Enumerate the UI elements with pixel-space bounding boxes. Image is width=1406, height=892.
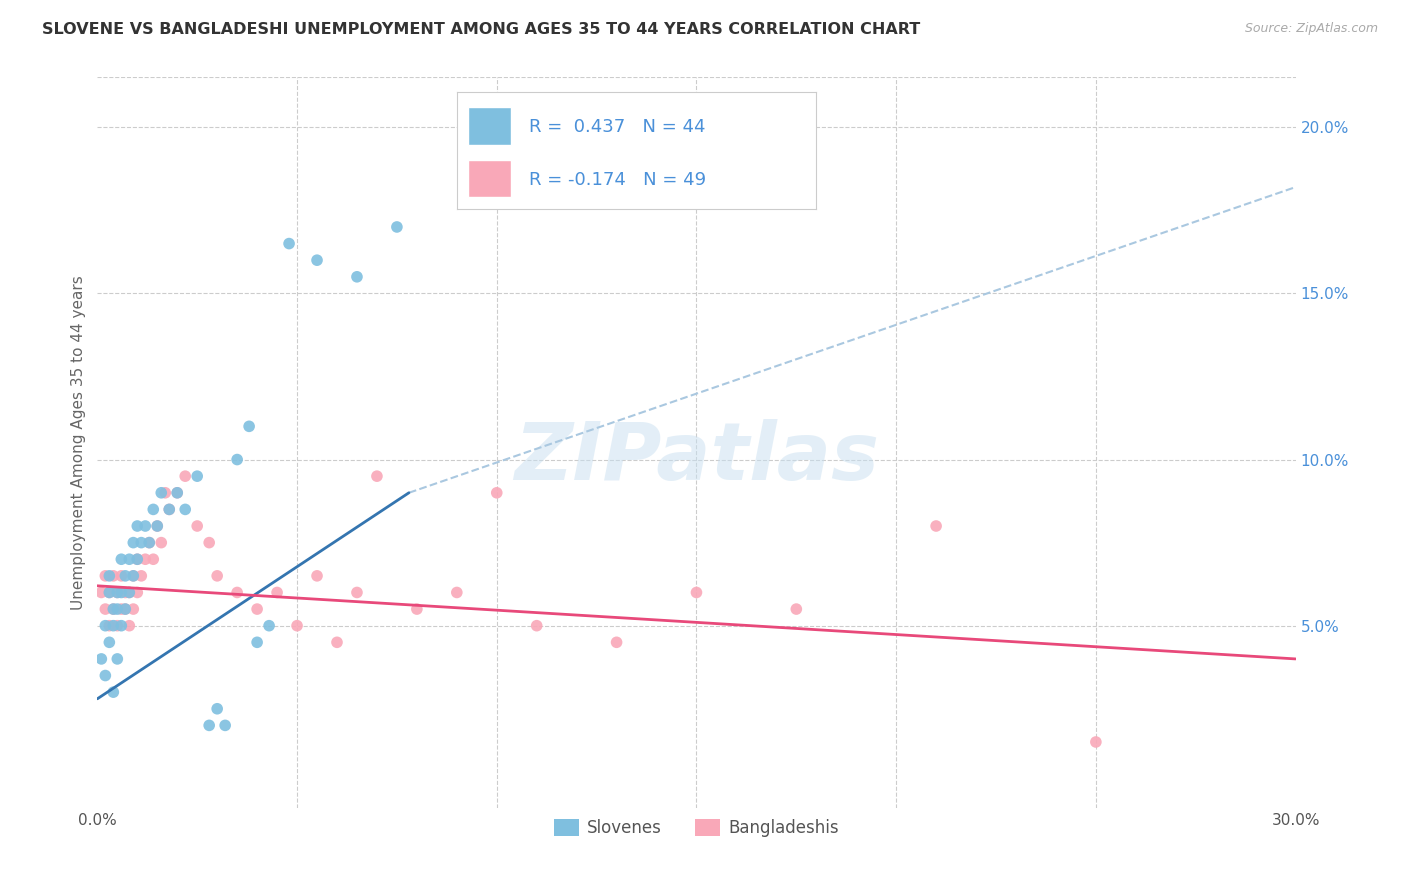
Point bbox=[134, 552, 156, 566]
Point bbox=[366, 469, 388, 483]
Point bbox=[198, 718, 221, 732]
Point bbox=[110, 552, 132, 566]
Point bbox=[385, 219, 408, 234]
Point bbox=[257, 618, 280, 632]
Point bbox=[90, 585, 112, 599]
Point bbox=[166, 485, 188, 500]
Point bbox=[1084, 735, 1107, 749]
Point bbox=[114, 602, 136, 616]
Point bbox=[98, 585, 121, 599]
Y-axis label: Unemployment Among Ages 35 to 44 years: Unemployment Among Ages 35 to 44 years bbox=[72, 276, 86, 610]
Point bbox=[785, 602, 807, 616]
Point bbox=[305, 569, 328, 583]
Point bbox=[127, 519, 149, 533]
Legend: Slovenes, Bangladeshis: Slovenes, Bangladeshis bbox=[547, 813, 846, 844]
Point bbox=[346, 585, 368, 599]
Point bbox=[127, 552, 149, 566]
Point bbox=[305, 253, 328, 268]
Point bbox=[446, 585, 468, 599]
Point bbox=[186, 469, 208, 483]
Point bbox=[127, 552, 149, 566]
Point bbox=[122, 569, 145, 583]
Text: ZIPatlas: ZIPatlas bbox=[515, 418, 879, 497]
Point bbox=[214, 718, 236, 732]
Point bbox=[146, 519, 169, 533]
Point bbox=[94, 569, 117, 583]
Point bbox=[150, 485, 173, 500]
Text: SLOVENE VS BANGLADESHI UNEMPLOYMENT AMONG AGES 35 TO 44 YEARS CORRELATION CHART: SLOVENE VS BANGLADESHI UNEMPLOYMENT AMON… bbox=[42, 22, 921, 37]
Point bbox=[278, 236, 301, 251]
Point bbox=[526, 618, 548, 632]
Point bbox=[118, 552, 141, 566]
Point bbox=[346, 269, 368, 284]
Point bbox=[285, 618, 308, 632]
Point bbox=[606, 635, 628, 649]
Point bbox=[246, 602, 269, 616]
Point bbox=[118, 585, 141, 599]
Point bbox=[226, 452, 249, 467]
Point bbox=[138, 535, 160, 549]
Point bbox=[94, 668, 117, 682]
Point bbox=[98, 618, 121, 632]
Point bbox=[685, 585, 707, 599]
Point bbox=[118, 585, 141, 599]
Point bbox=[146, 519, 169, 533]
Point bbox=[186, 519, 208, 533]
Point bbox=[406, 602, 429, 616]
Point bbox=[127, 585, 149, 599]
Point bbox=[205, 702, 228, 716]
Point bbox=[122, 602, 145, 616]
Point bbox=[198, 535, 221, 549]
Point bbox=[134, 519, 156, 533]
Point bbox=[174, 502, 197, 516]
Point bbox=[103, 602, 125, 616]
Point bbox=[925, 519, 948, 533]
Point bbox=[238, 419, 260, 434]
Point bbox=[98, 585, 121, 599]
Point bbox=[105, 652, 128, 666]
Point bbox=[103, 602, 125, 616]
Point bbox=[174, 469, 197, 483]
Point bbox=[114, 585, 136, 599]
Point bbox=[142, 552, 165, 566]
Point bbox=[205, 569, 228, 583]
Point bbox=[110, 618, 132, 632]
Point bbox=[103, 618, 125, 632]
Point bbox=[94, 602, 117, 616]
Point bbox=[105, 602, 128, 616]
Point bbox=[110, 569, 132, 583]
Text: Source: ZipAtlas.com: Source: ZipAtlas.com bbox=[1244, 22, 1378, 36]
Point bbox=[103, 569, 125, 583]
Point bbox=[138, 535, 160, 549]
Point bbox=[266, 585, 288, 599]
Point bbox=[103, 685, 125, 699]
Point bbox=[94, 618, 117, 632]
Point bbox=[157, 502, 180, 516]
Point bbox=[98, 635, 121, 649]
Point bbox=[114, 569, 136, 583]
Point bbox=[129, 569, 152, 583]
Point bbox=[98, 569, 121, 583]
Point bbox=[105, 618, 128, 632]
Point bbox=[226, 585, 249, 599]
Point bbox=[122, 535, 145, 549]
Point bbox=[485, 485, 508, 500]
Point bbox=[326, 635, 349, 649]
Point bbox=[110, 585, 132, 599]
Point bbox=[150, 535, 173, 549]
Point bbox=[105, 585, 128, 599]
Point bbox=[110, 602, 132, 616]
Point bbox=[118, 618, 141, 632]
Point bbox=[142, 502, 165, 516]
Point bbox=[157, 502, 180, 516]
Point bbox=[122, 569, 145, 583]
Point bbox=[129, 535, 152, 549]
Point bbox=[105, 585, 128, 599]
Point bbox=[90, 652, 112, 666]
Point bbox=[155, 485, 177, 500]
Point bbox=[166, 485, 188, 500]
Point bbox=[246, 635, 269, 649]
Point bbox=[114, 602, 136, 616]
